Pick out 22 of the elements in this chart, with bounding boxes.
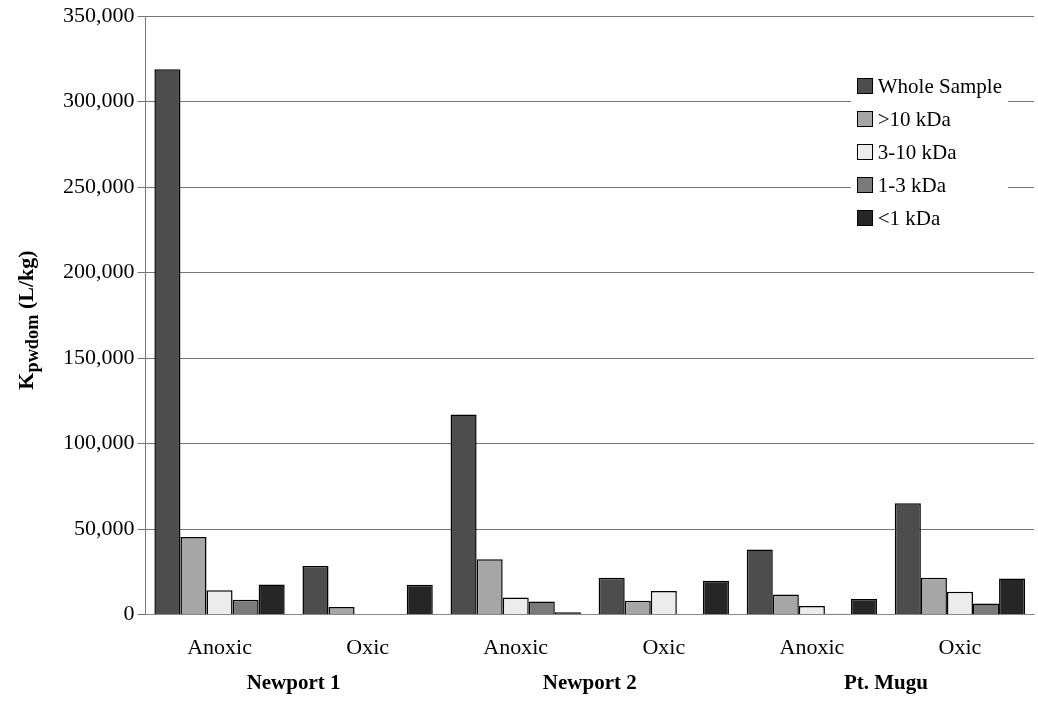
text: Newport 1	[246, 669, 341, 694]
y-tick-label: 50,000	[74, 514, 135, 540]
y-tick-label: 200,000	[63, 258, 135, 284]
text: Newport 2	[542, 669, 637, 694]
y-tick-label: 300,000	[63, 87, 135, 113]
legend-label: <1 kDa	[876, 205, 942, 232]
y-tick-label: 350,000	[63, 1, 135, 27]
text: Pt. Mugu	[843, 669, 929, 694]
legend-label: >10 kDa	[876, 106, 952, 133]
x-tick-label: Oxic	[642, 633, 686, 659]
x-tick-label: Anoxic	[187, 633, 253, 659]
y-tick-label: 100,000	[63, 429, 135, 455]
x-tick-label: Anoxic	[779, 633, 845, 659]
legend-label: 3-10 kDa	[876, 139, 958, 166]
x-tick-label: Oxic	[346, 633, 390, 659]
y-tick-label: 0	[123, 600, 135, 626]
x-tick-label: Anoxic	[483, 633, 549, 659]
legend-label: Whole Sample	[876, 73, 1002, 100]
y-tick-label: 150,000	[63, 343, 135, 369]
legend-label: 1-3 kDa	[876, 172, 947, 199]
x-tick-label: Oxic	[938, 633, 982, 659]
y-tick-label: 250,000	[63, 172, 135, 198]
